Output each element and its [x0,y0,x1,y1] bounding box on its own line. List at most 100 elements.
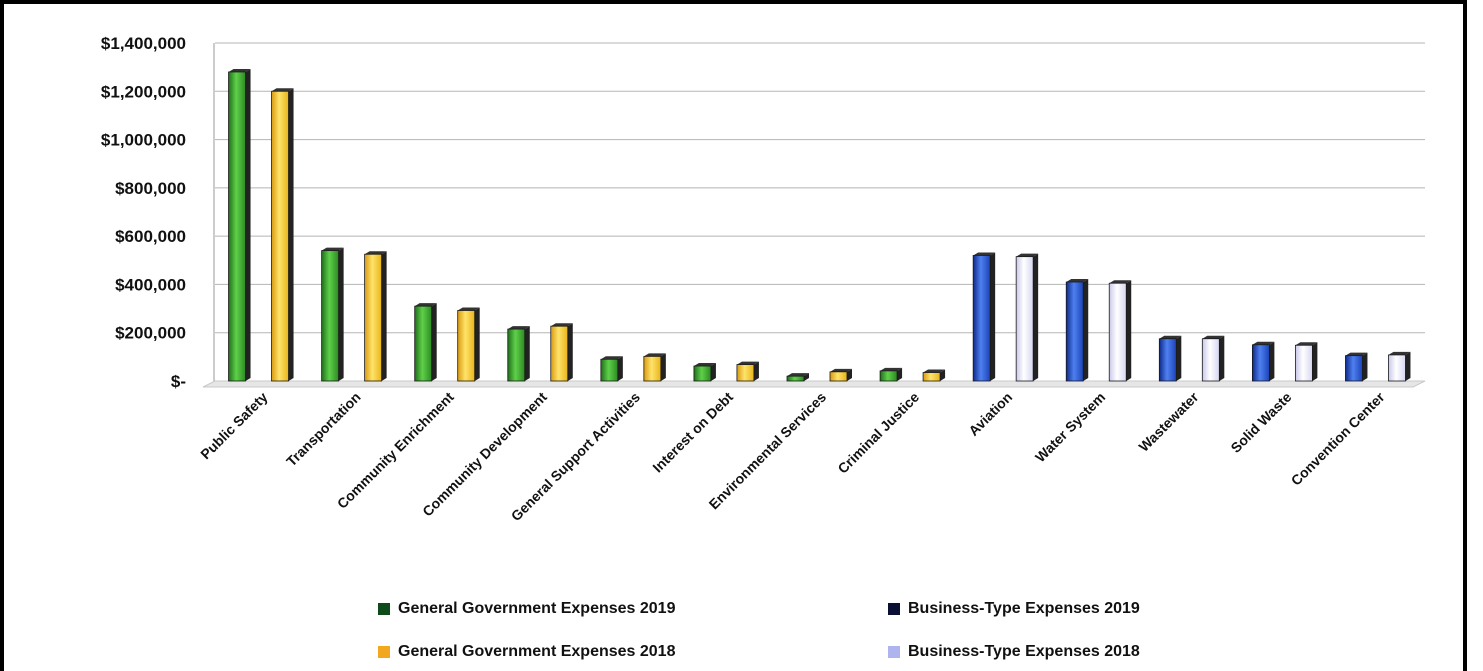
bar-face [600,358,619,382]
bar [829,368,852,382]
bar [786,373,809,382]
bar-face [922,372,941,382]
legend: General Government Expenses 2019 Busines… [378,600,1278,670]
bar-side [617,356,623,381]
bar [457,307,480,382]
bar-top [600,356,623,360]
bar [414,303,437,382]
bar-face [643,355,662,382]
bar-face [1108,282,1127,382]
bar-top [1066,279,1089,283]
bar [693,363,716,382]
bar-top [973,252,996,256]
bar-face [1201,338,1220,382]
x-tick-label: Public Safety [197,389,271,463]
bar [1158,335,1182,382]
legend-item-bt2019: Business-Type Expenses 2019 [888,600,1140,618]
bar-side [1362,352,1368,381]
y-tick-label: $1,000,000 [101,131,186,150]
bar-side [710,363,716,381]
bar-face [1251,344,1270,382]
bar-face [879,370,898,382]
bar-face [321,250,340,382]
bar [364,251,387,382]
bar-top [1252,341,1275,345]
bar-face [1294,344,1313,382]
bar-side [847,368,852,381]
x-tick-label: Criminal Justice [834,389,922,477]
bar-top [1109,280,1132,284]
legend-label: General Government Expenses 2018 [398,643,676,660]
bar-face [457,310,476,382]
bar-face [550,325,569,382]
bar-face [414,305,433,382]
y-tick-label: $600,000 [115,227,186,246]
bar-face [1158,338,1177,382]
bar-chart: $1,400,000 $1,200,000 $1,000,000 $800,000 $6… [101,34,1426,524]
legend-swatch [888,646,900,658]
y-tick-label: $200,000 [115,324,186,343]
bar-top [880,367,903,371]
bar [1065,279,1089,382]
y-axis-ticks: $1,400,000 $1,200,000 $1,000,000 $800,000 $6… [101,34,186,391]
legend-swatch [378,603,390,615]
bar-side [431,303,437,381]
bar-side [1176,335,1182,381]
bar-side [897,367,903,381]
bar-top [414,303,437,307]
bar-top [550,323,573,327]
bar [879,367,903,382]
x-tick-label: Aviation [965,389,1015,439]
bar [643,353,666,382]
bar-top [923,369,946,373]
legend-label: Business-Type Expenses 2019 [908,600,1140,617]
bar [550,323,573,382]
bar-side [474,307,480,381]
bar-face [1065,281,1084,382]
bar-top [364,251,387,255]
legend-swatch [378,646,390,658]
bar-top [1202,335,1225,339]
bar-side [804,373,809,381]
bar-side [940,369,946,381]
bar-side [288,88,294,382]
bar-face [271,90,289,382]
bar-top [643,353,666,357]
bar-top [693,363,716,367]
edge-strip [1467,0,1483,671]
bar-top [1345,352,1368,356]
bar-top [736,361,759,365]
bar [271,88,294,382]
bar-face [786,375,805,382]
bar-side [245,68,251,381]
bar-side [1033,253,1039,381]
bar-top [830,368,852,372]
bar-face [1345,355,1363,382]
bar [600,356,623,382]
bar-face [228,71,246,382]
bar-face [1015,256,1034,382]
bar [1015,253,1039,382]
bar [922,369,946,382]
y-tick-label: $400,000 [115,275,186,294]
chart-floor [202,380,1426,388]
bar-face [364,253,383,382]
bar [507,326,530,382]
bar-side [567,323,573,381]
x-tick-label: Interest on Debt [649,389,736,476]
bar-top [228,68,251,72]
bar-side [1312,342,1318,381]
bar [736,361,759,382]
x-tick-label: Transportation [283,389,364,470]
legend-item-gg2018: General Government Expenses 2018 [378,643,675,661]
bar-side [524,326,530,381]
bar-top [787,373,809,377]
bar [1345,352,1368,382]
bar-face [972,255,991,382]
y-tick-label: $1,200,000 [101,82,186,101]
bar-side [990,252,996,381]
legend-label: General Government Expenses 2019 [398,600,676,617]
bar-face [736,364,755,382]
x-tick-label: Convention Center [1288,388,1388,488]
